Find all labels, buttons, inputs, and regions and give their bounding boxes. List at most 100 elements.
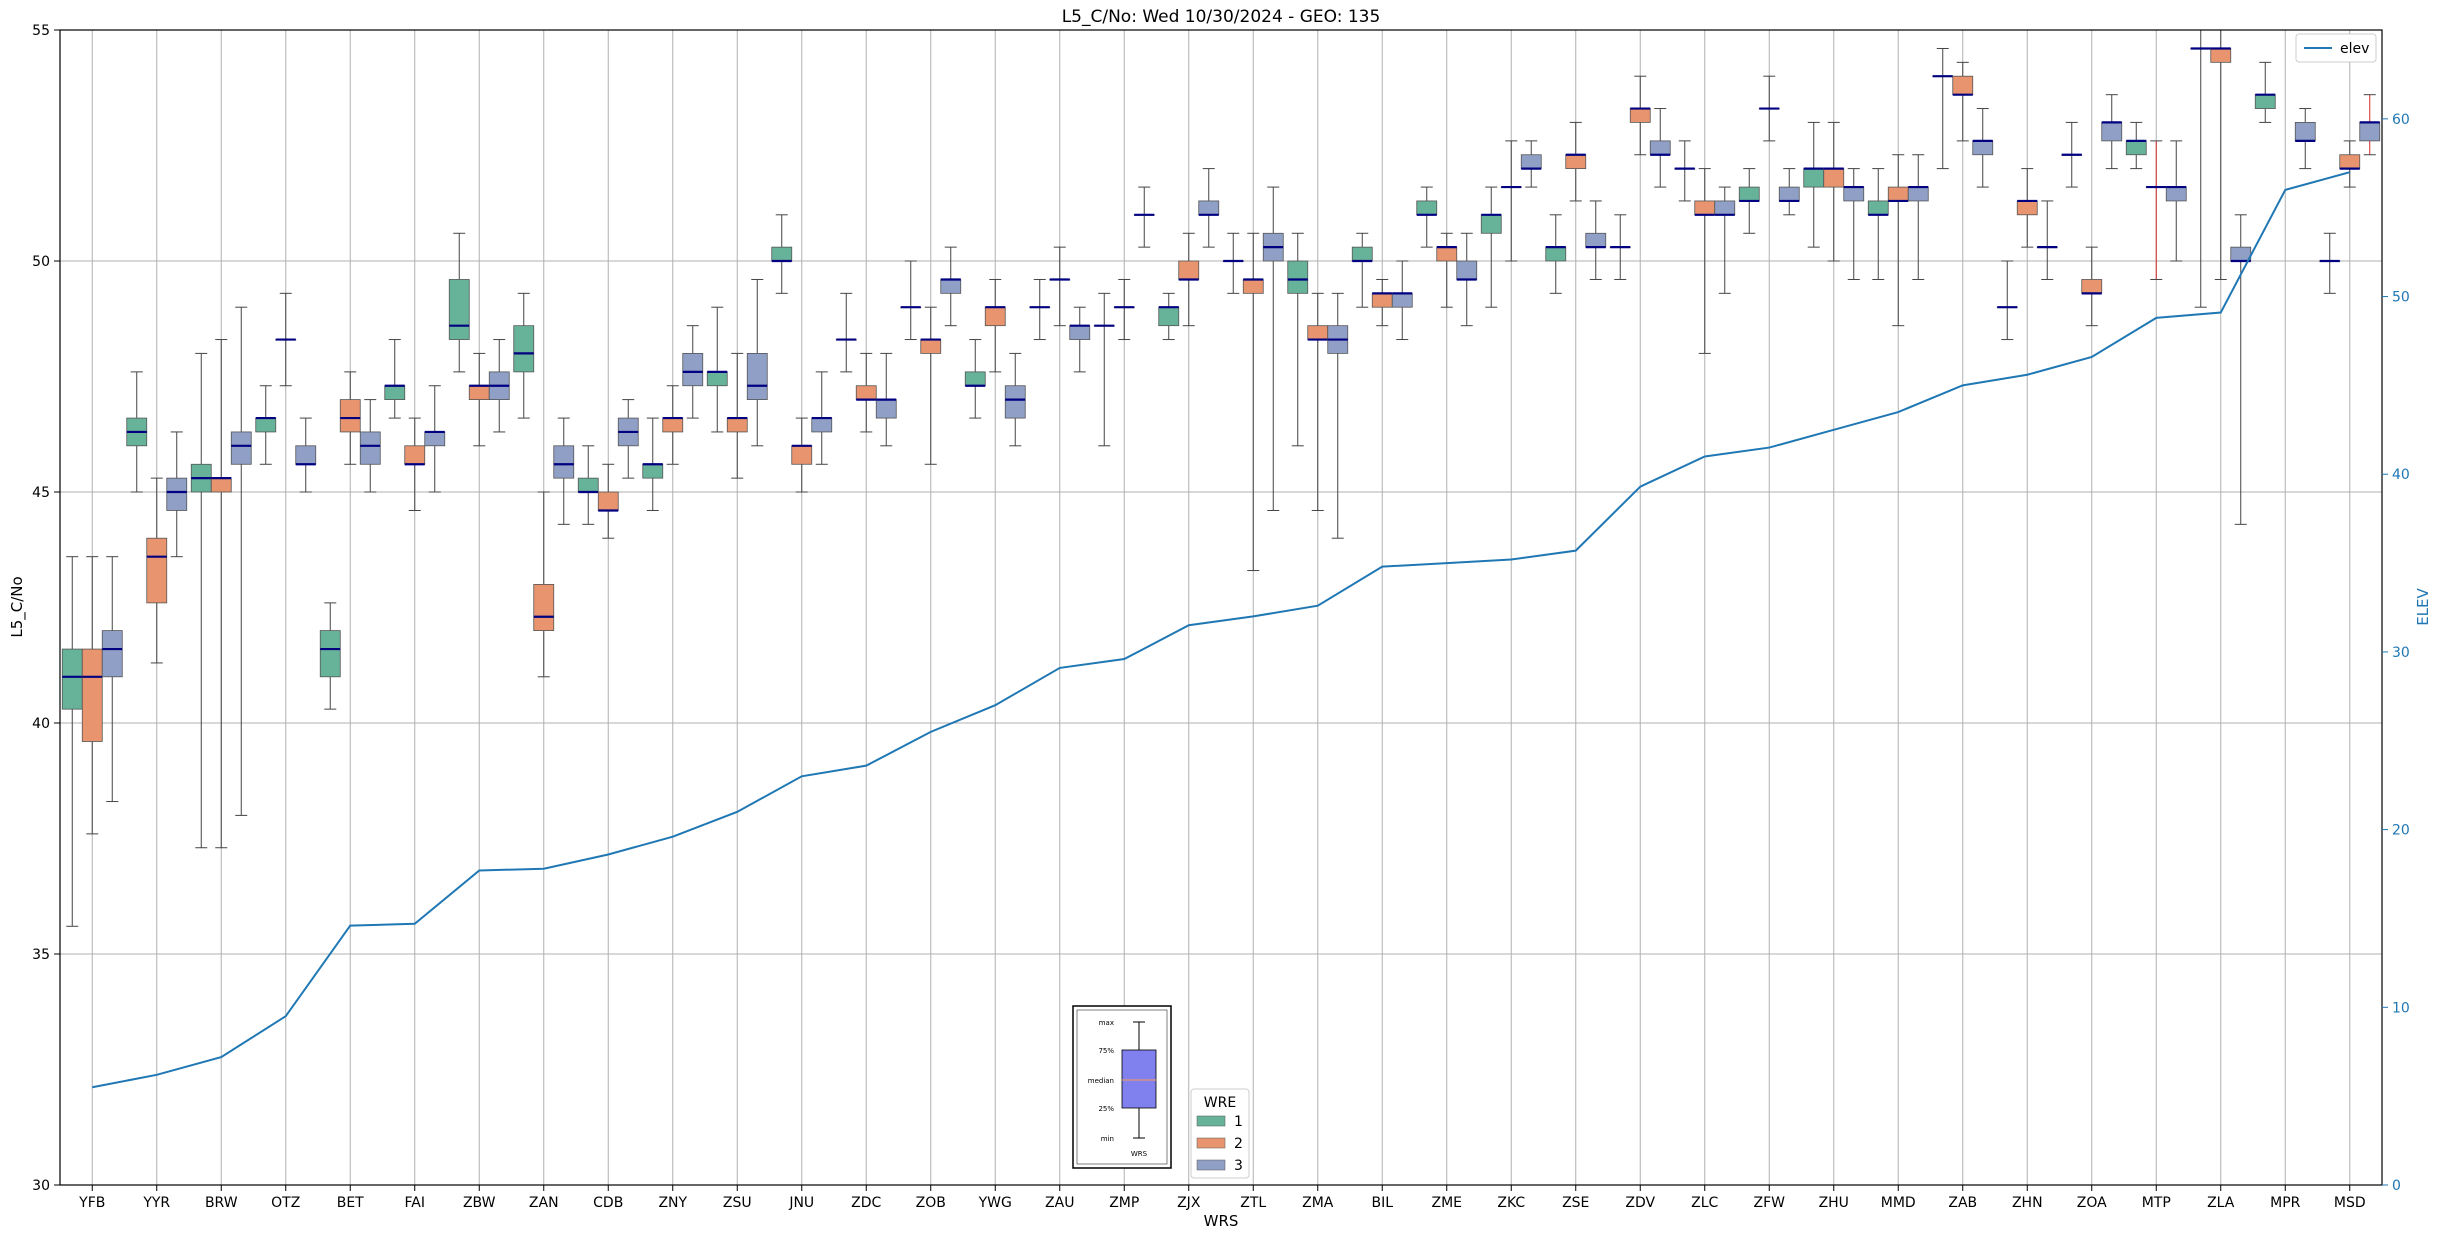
x-tick-label: ZLA <box>2207 1195 2235 1211</box>
wre-legend-label-2: 2 <box>1234 1136 1243 1152</box>
box-iqr <box>1198 200 1220 216</box>
box-iqr <box>1952 75 1974 96</box>
box-iqr <box>230 431 252 465</box>
box-wre-3 <box>2294 108 2316 170</box>
box-wre-2 <box>1694 168 1716 354</box>
box-iqr <box>1629 108 1651 123</box>
grid-lines <box>60 29 2382 1186</box>
x-tick-label: JNU <box>788 1195 814 1211</box>
box-wre-2 <box>1242 232 1264 572</box>
box-wre-1 <box>1093 292 1115 447</box>
box-iqr <box>597 491 619 511</box>
box-wre-1 <box>900 260 922 341</box>
box-iqr <box>771 246 793 262</box>
box-wre-1 <box>1674 140 1696 202</box>
box-wre-3 <box>230 306 252 816</box>
box-wre-1 <box>319 602 341 710</box>
box-wre-2 <box>791 417 813 493</box>
box-wre-2 <box>1758 75 1780 142</box>
elev-line <box>92 171 2351 1089</box>
box-wre-3 <box>1714 186 1736 294</box>
box-iqr <box>319 630 341 678</box>
box-wre-3 <box>1649 108 1671 188</box>
box-wre-2 <box>1629 75 1651 156</box>
box-iqr <box>1436 246 1458 262</box>
box-wre-2 <box>210 339 232 849</box>
box-iqr <box>359 431 381 465</box>
elev-legend: elev <box>2295 33 2377 63</box>
box-wre-2 <box>2081 246 2103 327</box>
box-iqr <box>1823 168 1845 188</box>
x-tick-label: ZMA <box>1302 1195 1334 1211</box>
box-wre-1 <box>1287 232 1309 447</box>
box-iqr <box>875 399 897 419</box>
box-iqr <box>81 648 103 742</box>
box-key-q1-label: 25% <box>1098 1105 1114 1113</box>
box-layer <box>61 29 2381 927</box>
box-iqr <box>1694 200 1716 216</box>
box-wre-3 <box>1327 292 1349 539</box>
box-iqr <box>1391 292 1413 308</box>
box-wre-1 <box>642 417 664 511</box>
wre-legend-swatch-1 <box>1196 1115 1226 1127</box>
wre-legend-frame <box>1190 1088 1250 1179</box>
box-iqr <box>642 463 664 479</box>
x-tick-label: FAI <box>405 1195 425 1211</box>
box-iqr <box>1887 186 1909 202</box>
x-tick-label: ZKC <box>1497 1195 1525 1211</box>
box-wre-3 <box>1456 232 1478 327</box>
box-key-inset: max 75% median 25% min WRS <box>1072 1005 1172 1169</box>
box-wre-3 <box>2359 94 2381 156</box>
box-iqr <box>468 385 490 400</box>
y2-axis-ticks: 0 10 20 30 40 50 60 <box>2382 112 2410 1194</box>
box-wre-1 <box>513 292 535 419</box>
box-wre-1 <box>1029 278 1051 341</box>
y2-tick-label: 0 <box>2392 1178 2401 1194</box>
y2-tick-label: 50 <box>2392 290 2410 306</box>
y2-tick-label: 10 <box>2392 1000 2410 1016</box>
box-iqr <box>1158 306 1180 327</box>
wre-legend-title: WRE <box>1204 1095 1236 1111</box>
box-iqr <box>448 279 470 340</box>
box-iqr <box>404 445 426 465</box>
box-wre-3 <box>1069 306 1091 373</box>
box-wre-1 <box>964 339 986 419</box>
x-tick-label: ZAB <box>1948 1195 1977 1211</box>
box-wre-1 <box>384 339 406 419</box>
box-wre-1 <box>1867 168 1889 280</box>
box-wre-3 <box>166 431 188 558</box>
box-iqr <box>1307 325 1329 340</box>
x-tick-label: ZFW <box>1754 1195 1786 1211</box>
box-wre-3 <box>617 399 639 479</box>
box-iqr <box>1649 140 1671 156</box>
y-axis-ticks: 30 35 40 45 50 55 <box>32 23 60 1194</box>
x-tick-label: BET <box>337 1195 364 1211</box>
box-iqr <box>101 630 123 678</box>
box-iqr <box>513 325 535 373</box>
box-wre-3 <box>359 399 381 493</box>
x-tick-label: ZSU <box>723 1195 752 1211</box>
box-iqr <box>210 477 232 493</box>
wre-legend-swatch-2 <box>1196 1137 1226 1149</box>
y2-axis-label: ELEV <box>2414 587 2432 625</box>
box-iqr <box>984 306 1006 327</box>
box-iqr <box>1416 200 1438 216</box>
wre-legend: WRE 1 2 3 <box>1190 1088 1250 1179</box>
box-wre-3 <box>424 385 446 493</box>
elev-legend-frame <box>2295 33 2377 63</box>
y2-tick-label: 20 <box>2392 823 2410 839</box>
box-iqr <box>1738 186 1760 202</box>
box-iqr <box>2359 122 2381 142</box>
box-wre-1 <box>1996 260 2018 341</box>
box-wre-3 <box>1778 168 1800 216</box>
y-tick-label: 35 <box>32 947 50 963</box>
box-wre-3 <box>488 339 510 433</box>
y-tick-label: 50 <box>32 254 50 270</box>
chart-title: L5_C/No: Wed 10/30/2024 - GEO: 135 <box>1062 7 1381 27</box>
box-wre-1 <box>1480 186 1502 308</box>
box-wre-1 <box>126 371 148 493</box>
box-wre-2 <box>984 278 1006 373</box>
y-tick-label: 30 <box>32 1178 50 1194</box>
y-tick-label: 40 <box>32 716 50 732</box>
